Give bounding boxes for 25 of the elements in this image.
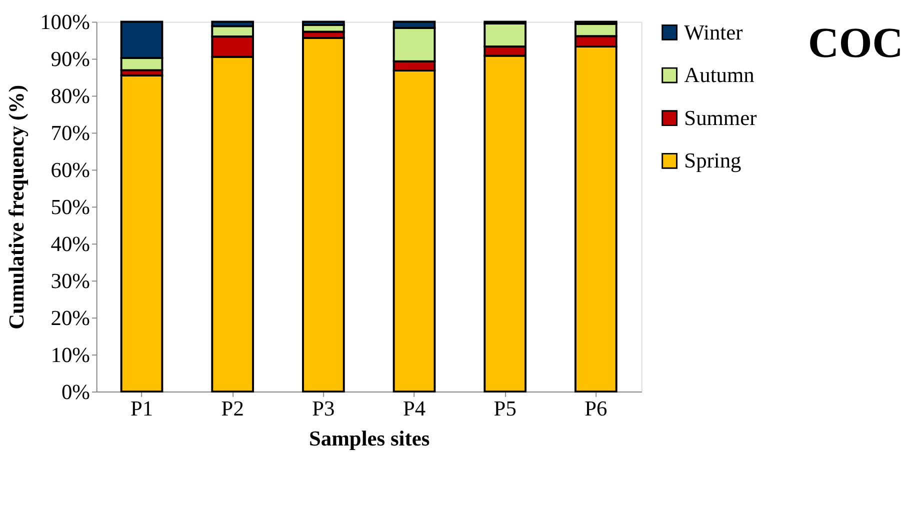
text: COC [808, 20, 904, 67]
y-axis-title: Cumulative frequency (%) [4, 84, 29, 330]
bar [120, 74, 164, 393]
x-tick-label: P1 [130, 396, 154, 420]
y-tick-label: 90% [50, 47, 90, 72]
x-tick-label: P5 [494, 396, 516, 420]
x-tick-label: P3 [312, 396, 335, 420]
y-tick-label: 50% [50, 194, 90, 219]
x-tick-label: P6 [584, 396, 608, 420]
y-tick-label: 100% [40, 10, 90, 34]
y-tick-label: 60% [50, 158, 90, 182]
y-tick-label: 70% [50, 120, 90, 145]
y-tick-label: 20% [50, 306, 90, 330]
y-tick-label: 0% [61, 380, 90, 404]
x-axis-title: Samples sites [308, 426, 430, 451]
legend-label: Winter [684, 20, 743, 44]
legend-label: Autumn [684, 63, 755, 88]
legend-label: Spring [684, 148, 742, 173]
y-tick-label: 10% [50, 342, 90, 367]
x-tick-label: P4 [402, 396, 426, 420]
legend-label: Summer [684, 106, 757, 130]
y-tick-label: 40% [50, 232, 90, 256]
y-tick-label: 80% [50, 84, 90, 108]
x-tick-label: P2 [221, 396, 244, 420]
y-tick-label: 30% [50, 268, 90, 293]
